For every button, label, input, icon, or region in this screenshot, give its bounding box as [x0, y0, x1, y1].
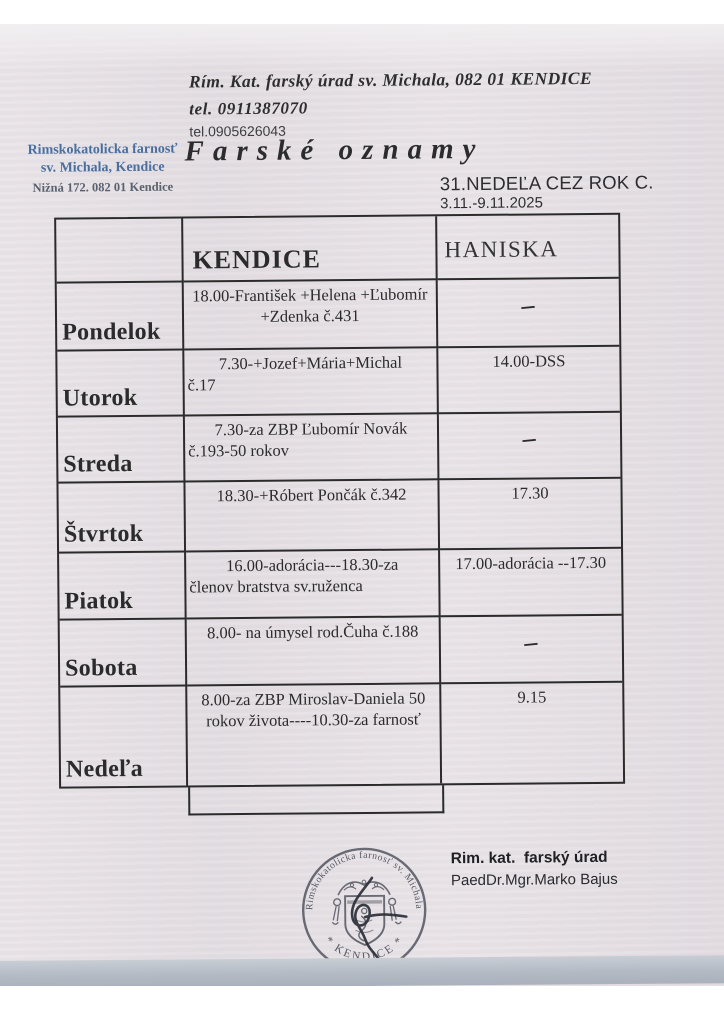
no-mass-dash: – [522, 626, 539, 657]
mass-schedule-table: KENDICE HANISKA Pondelok 18.00-František… [54, 212, 626, 789]
stamp-mantling [337, 881, 391, 896]
day-cell: Piatok [59, 552, 187, 621]
mass-line: č.193-50 rokov [188, 440, 290, 461]
haniska-cell: 9.15 [517, 687, 547, 707]
day-cell: Pondelok [56, 282, 185, 352]
haniska-cell: – [440, 615, 623, 685]
haniska-cell: – [438, 412, 621, 481]
stamp-shield [344, 894, 386, 946]
mass-line: 8.00- na úmysel rod.Čuha č.188 [207, 621, 419, 643]
document-title: Farské oznamy [184, 132, 485, 168]
day-cell: Streda [57, 416, 186, 484]
office-name: Rim. kat. farský úrad [450, 848, 608, 868]
mass-line: +Zdenka č.431 [260, 305, 360, 326]
haniska-cell: 17.30 [439, 478, 622, 551]
mass-line: č.17 [187, 375, 216, 395]
mass-line: 18.30-+Róbert Pončák č.342 [216, 484, 407, 506]
no-mass-dash: – [519, 289, 536, 321]
mass-line: 8.00-za ZBP Miroslav-Daniela 50 [201, 688, 426, 710]
mass-line: 7.30-za ZBP Ľubomír Novák [214, 418, 408, 440]
day-cell: Utorok [57, 350, 185, 418]
kendice-cell: 18.30-+Róbert Pončák č.342 [185, 480, 441, 553]
day-cell: Štvrtok [58, 482, 187, 554]
corner-cell [56, 218, 184, 284]
parish-name-line: Rimskokatolicka farnosť [27, 141, 178, 158]
haniska-cell: 17.00-adorácia --17.30 [440, 548, 622, 618]
kendice-cell: 8.00- na úmysel rod.Čuha č.188 [186, 617, 442, 687]
scan-bottom-band [0, 955, 724, 986]
signature-block: Rim. kat. farský úrad PaedDr.Mgr.Marko B… [451, 849, 618, 889]
empty-extra-cell [188, 785, 445, 816]
signature-crossbar [363, 913, 408, 919]
haniska-cell: – [437, 278, 620, 349]
parish-address-block: Rimskokatolicka farnosť sv. Michala, Ken… [16, 140, 188, 196]
kendice-cell: 8.00-za ZBP Miroslav-Daniela 50 rokov ži… [187, 684, 443, 786]
col-header-haniska: HANISKA [437, 214, 619, 281]
scanned-page: Rím. Kat. farský úrad sv. Michala, 082 0… [0, 24, 724, 986]
col-header-kendice: KENDICE [183, 216, 438, 283]
letterhead-phone-1: tel. 0911387070 [189, 98, 308, 119]
parish-patron-line: sv. Michala, Kendice [40, 159, 165, 176]
kendice-cell: 16.00-adorácia---18.30-za členov bratstv… [186, 550, 441, 620]
mass-line: členov bratstva sv.ruženca [189, 575, 363, 597]
mass-line: rokov života----10.30-za farnosť [206, 709, 421, 731]
mass-line: 7.30-+Jozef+Mária+Michal [218, 352, 403, 374]
mass-line: 18.00-František +Helena +Ľubomír [192, 284, 428, 306]
mass-line: 16.00-adorácia---18.30-za [225, 554, 399, 576]
week-title: 31.NEDEĽA CEZ ROK C. [439, 171, 654, 195]
signatory-name: PaedDr.Mgr.Marko Bajus [450, 870, 618, 890]
kendice-cell: 18.00-František +Helena +Ľubomír +Zdenka… [183, 280, 439, 351]
parish-street-line: Nižná 172. 082 01 Kendice [32, 179, 174, 195]
page-content: Rím. Kat. farský úrad sv. Michala, 082 0… [0, 24, 724, 986]
kendice-cell: 7.30-+Jozef+Mária+Michal č.17 [184, 348, 439, 417]
haniska-cell: 14.00-DSS [438, 346, 620, 415]
week-dates: 3.11.-9.11.2025 [439, 194, 543, 213]
day-cell: Sobota [59, 619, 188, 688]
day-cell: Nedeľa [60, 686, 189, 787]
no-mass-dash: – [521, 422, 537, 454]
letterhead-office-line: Rím. Kat. farský úrad sv. Michala, 082 0… [188, 67, 593, 92]
kendice-cell: 7.30-za ZBP Ľubomír Novák č.193-50 rokov [184, 414, 440, 483]
